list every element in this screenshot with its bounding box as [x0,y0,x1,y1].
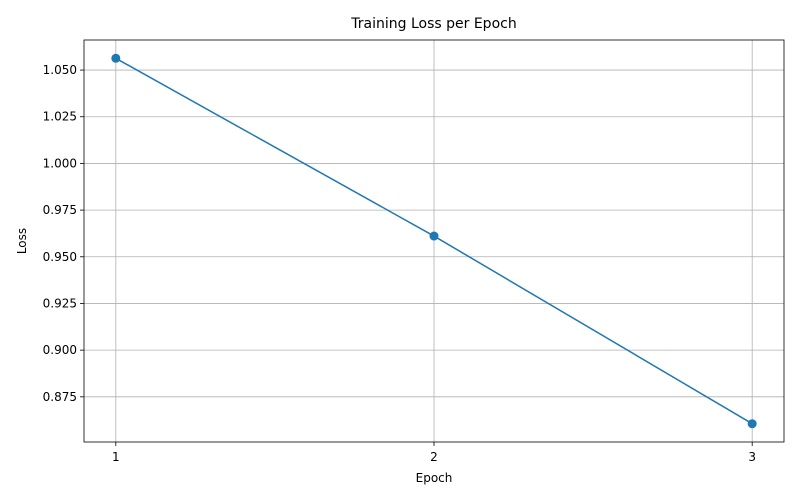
axis-ticks: 1 2 3 0.875 0.900 0.925 0.950 0.975 1.000 1.025 1.… [43,63,756,464]
series-layer [111,53,757,429]
x-tick-label: 2 [430,450,438,464]
grid [84,40,784,442]
y-tick-label: 0.900 [43,343,77,357]
chart-title: Training Loss per Epoch [350,16,516,32]
data-point [111,53,121,63]
plot-frame [83,39,785,443]
y-tick-label: 0.975 [43,203,77,217]
x-axis-label: Epoch [416,471,453,485]
x-tick-label: 3 [748,450,756,464]
y-tick-label: 1.025 [43,110,77,124]
y-tick-label: 1.050 [43,63,77,77]
y-axis-label: Loss [15,228,29,254]
x-tick-label: 1 [112,450,120,464]
y-tick-label: 0.925 [43,296,77,310]
data-point [747,419,757,429]
y-tick-label: 1.000 [43,156,77,170]
y-tick-label: 0.875 [43,390,77,404]
y-tick-label: 0.950 [43,250,77,264]
data-point [429,231,439,241]
